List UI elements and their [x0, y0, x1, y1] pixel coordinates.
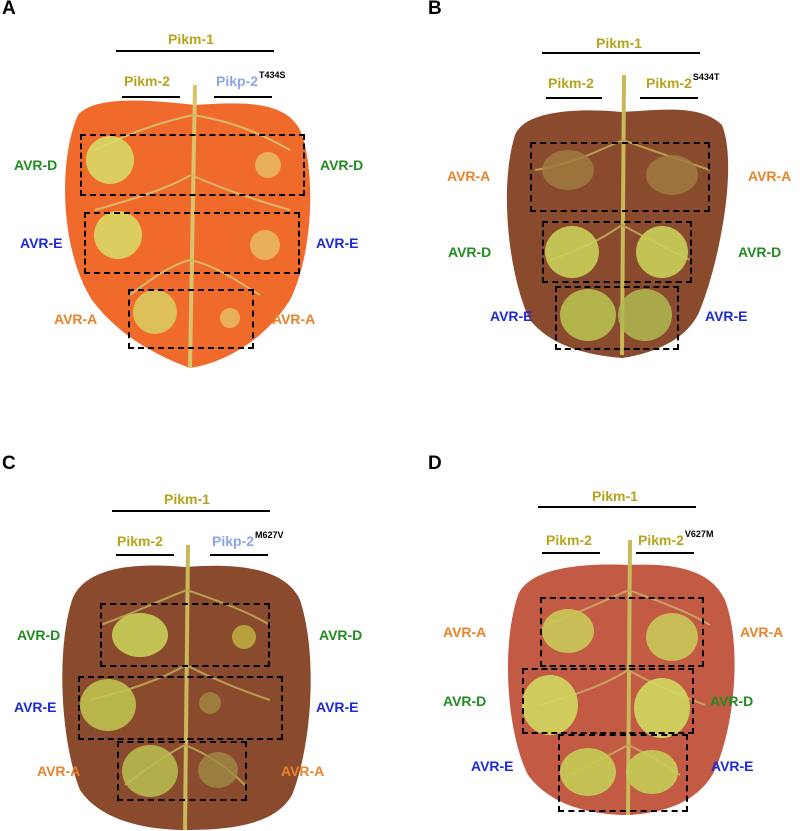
pikm1-label: Pikm-1	[592, 488, 638, 504]
avr-label: AVR-A	[281, 763, 325, 779]
left-construct-bar	[116, 554, 174, 556]
right-construct-bar	[636, 552, 694, 554]
avr-label: AVR-E	[20, 235, 63, 251]
left-construct-bar	[542, 552, 600, 554]
avr-label: AVR-E	[705, 308, 748, 324]
panel-letter: D	[428, 453, 442, 474]
left-construct-label: Pikm-2	[548, 75, 594, 91]
leaf-image	[65, 84, 311, 369]
avr-label: AVR-D	[738, 244, 782, 260]
infiltration-box	[128, 289, 254, 349]
avr-label: AVR-A	[37, 763, 81, 779]
infiltration-box	[530, 142, 710, 212]
infiltration-box	[100, 603, 270, 667]
avr-label: AVR-D	[448, 244, 492, 260]
pikm1-bar	[538, 506, 696, 508]
pikm1-label: Pikm-1	[164, 491, 210, 507]
right-construct-bar	[214, 96, 272, 98]
left-construct-label: Pikm-2	[546, 532, 592, 548]
infiltration-box	[522, 668, 694, 734]
left-construct-bar	[122, 96, 180, 98]
right-construct-bar	[210, 554, 268, 556]
avr-label: AVR-A	[447, 168, 491, 184]
avr-label: AVR-A	[272, 311, 316, 327]
pikm1-bar	[116, 50, 274, 52]
avr-label: AVR-E	[316, 235, 359, 251]
left-construct-bar	[546, 97, 602, 99]
leaf-image	[507, 539, 735, 816]
right-construct-bar	[640, 97, 698, 99]
avr-label: AVR-D	[14, 157, 58, 173]
leaf-image	[506, 74, 729, 359]
panel-c: C Pikm-1 Pikm-2 Pikp-2M627V AVR-D AVR-D …	[0, 415, 400, 831]
panel-a: A Pikm-1 Pikm-2 Pikp-2T434S AVR-D AVR-D …	[0, 0, 400, 415]
avr-label: AVR-E	[316, 699, 359, 715]
panel-letter: B	[428, 0, 442, 19]
infiltration-box	[80, 134, 305, 196]
pikm1-bar	[542, 52, 700, 54]
infiltration-box	[117, 741, 247, 801]
infiltration-box	[540, 597, 704, 667]
avr-label: AVR-E	[471, 758, 514, 774]
avr-label: AVR-D	[710, 693, 754, 709]
right-construct-label: Pikm-2V627M	[638, 529, 714, 548]
avr-label: AVR-D	[17, 627, 61, 643]
left-construct-label: Pikm-2	[124, 73, 170, 89]
left-construct-label: Pikm-2	[117, 533, 163, 549]
avr-label: AVR-D	[320, 157, 364, 173]
panel-d: D Pikm-1 Pikm-2 Pikm-2V627M AVR-A AVR-A …	[400, 415, 800, 830]
avr-label: AVR-E	[14, 699, 57, 715]
avr-label: AVR-A	[443, 624, 487, 640]
pikm1-label: Pikm-1	[596, 35, 642, 51]
pikm1-bar	[112, 510, 270, 512]
infiltration-box	[78, 676, 283, 740]
pikm1-label: Pikm-1	[168, 31, 214, 47]
panel-letter: C	[2, 453, 16, 474]
avr-label: AVR-A	[54, 311, 98, 327]
avr-label: AVR-A	[740, 624, 784, 640]
right-construct-label: Pikp-2T434S	[216, 70, 286, 89]
leaf-image	[62, 544, 311, 831]
infiltration-box	[558, 734, 688, 812]
panel-b: B Pikm-1 Pikm-2 Pikm-2S434T AVR-A AVR-A …	[400, 0, 800, 415]
infiltration-box	[542, 221, 692, 283]
avr-label: AVR-E	[711, 758, 754, 774]
avr-label: AVR-A	[748, 168, 792, 184]
right-construct-label: Pikp-2M627V	[212, 530, 284, 549]
right-construct-label: Pikm-2S434T	[646, 72, 720, 91]
infiltration-box	[555, 286, 679, 350]
infiltration-box	[84, 212, 300, 274]
avr-label: AVR-D	[443, 693, 487, 709]
panel-letter: A	[2, 0, 16, 19]
avr-label: AVR-E	[490, 308, 533, 324]
avr-label: AVR-D	[319, 627, 363, 643]
